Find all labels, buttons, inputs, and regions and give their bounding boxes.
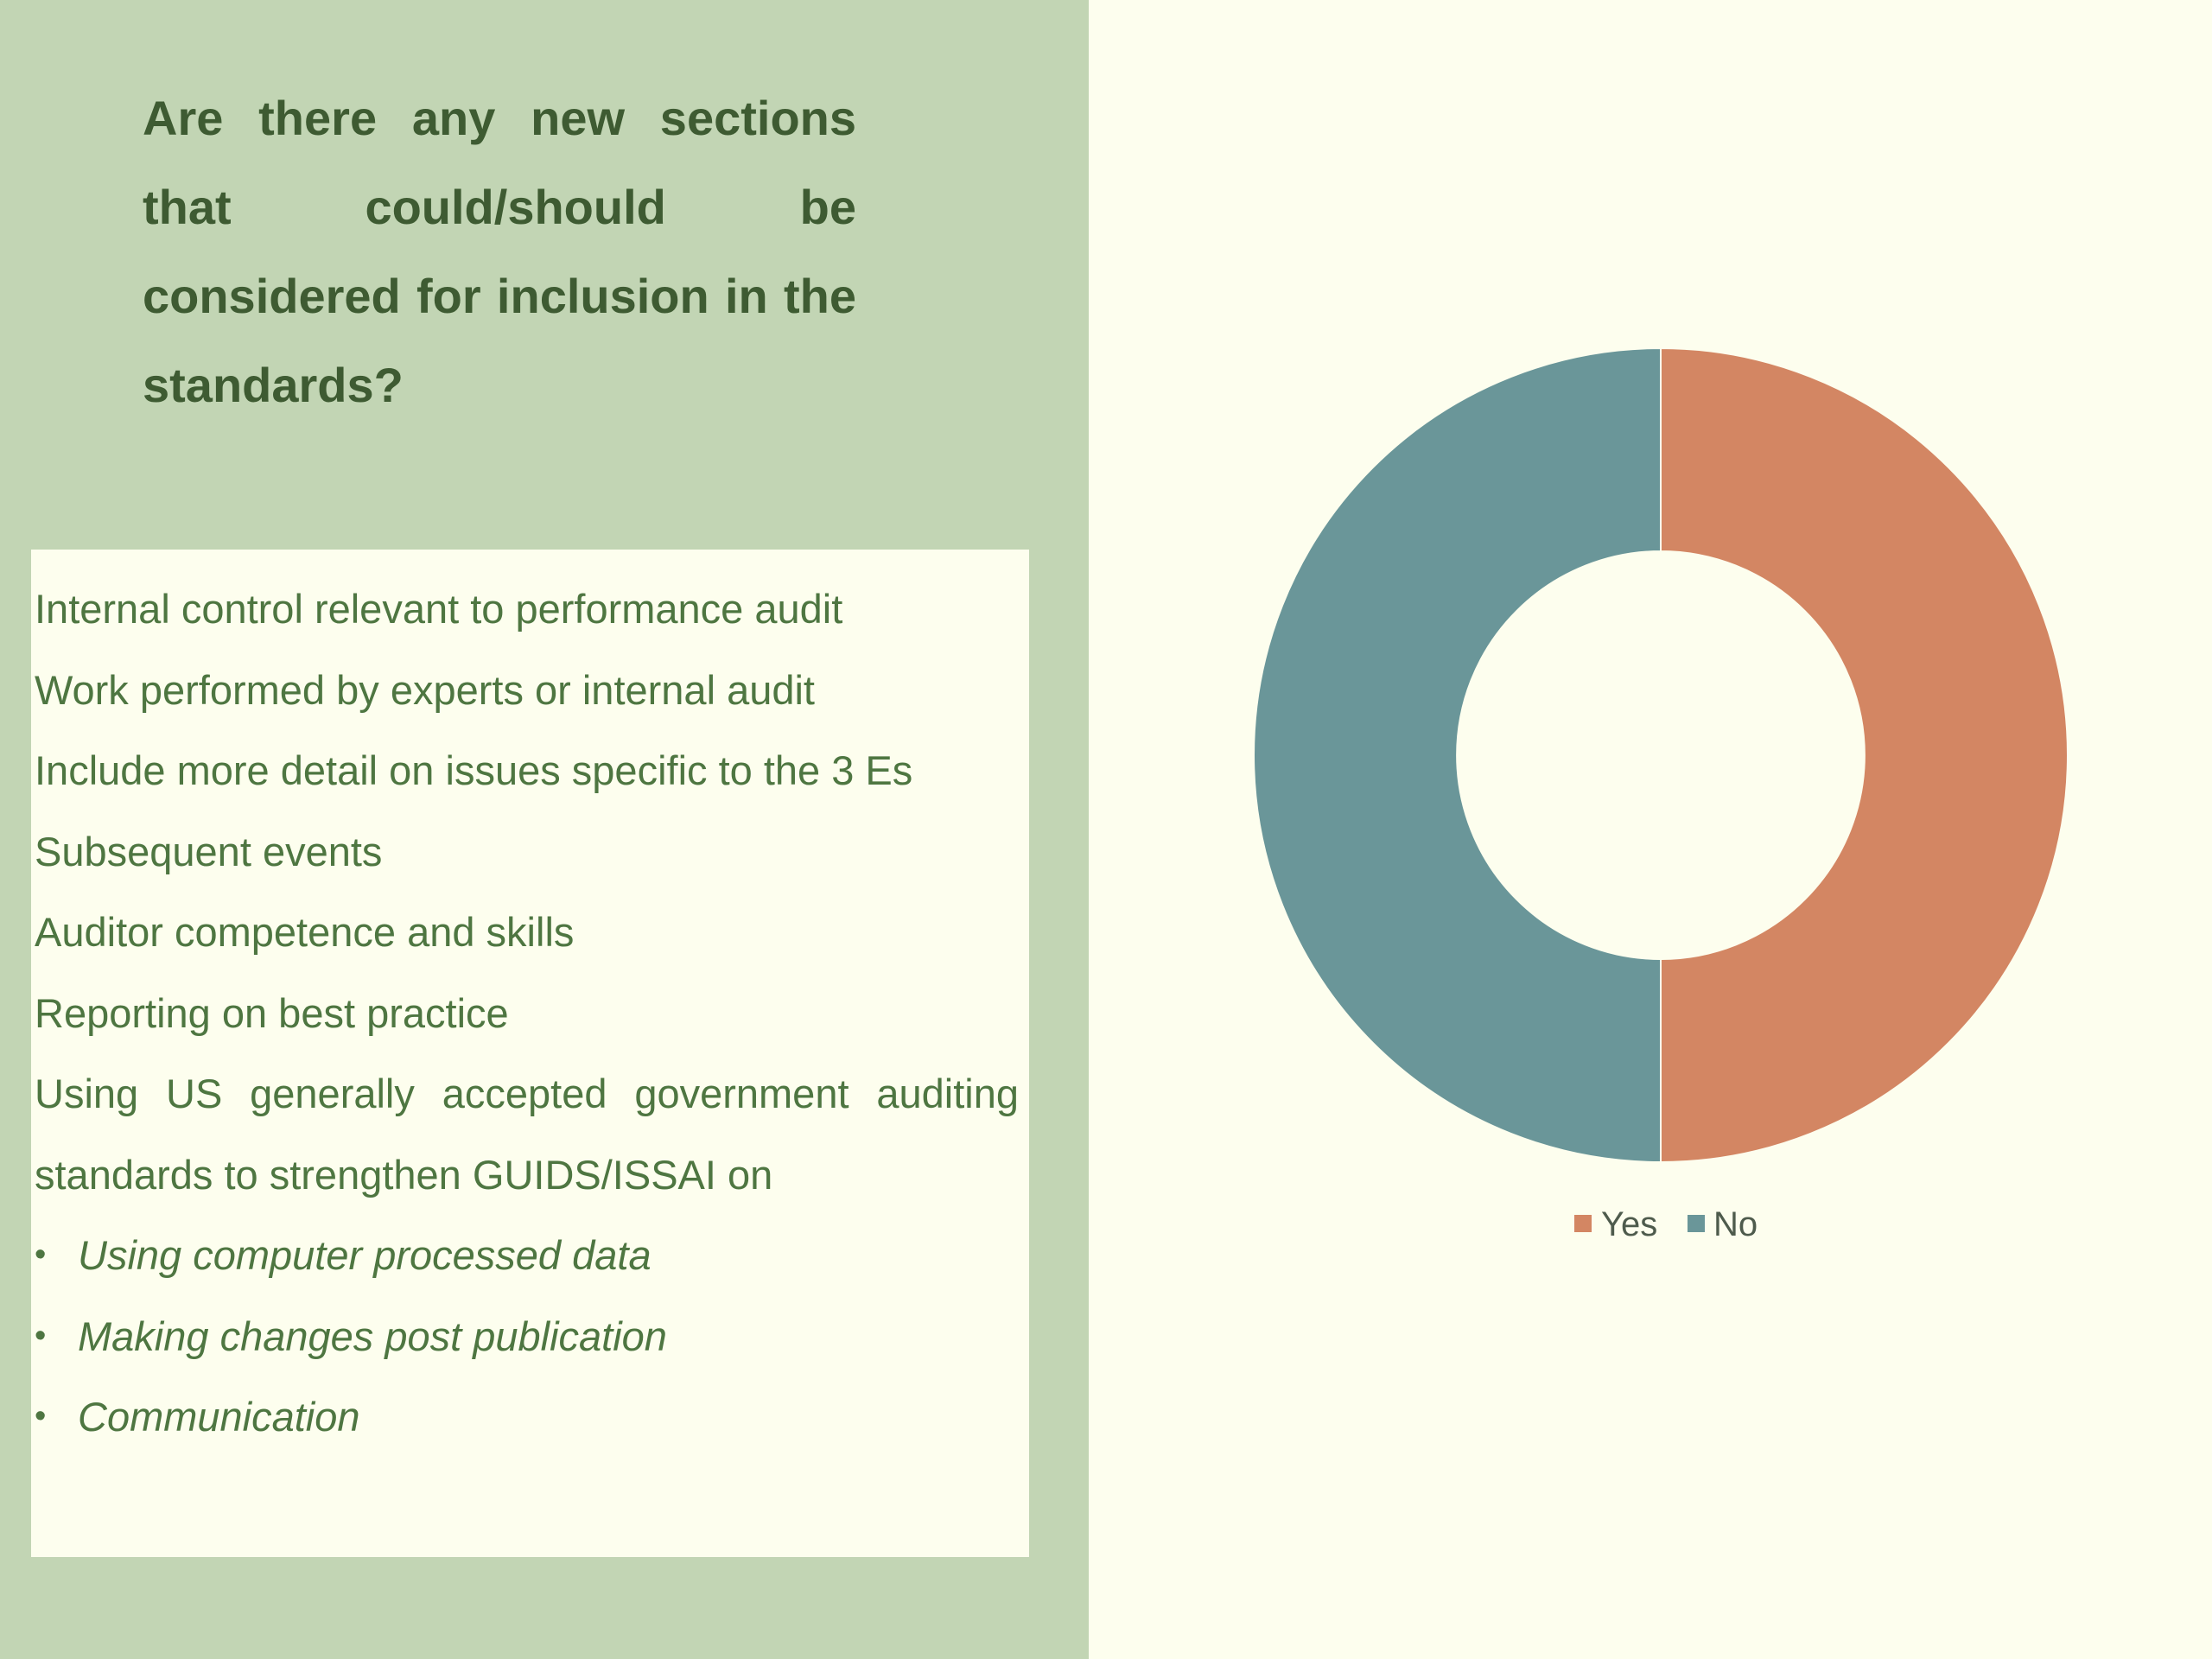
bullet-icon: • — [35, 1317, 47, 1354]
sub-answer-label: Making changes post publication — [78, 1313, 667, 1359]
legend-label-no: No — [1713, 1205, 1758, 1243]
sub-answer-item: • Using computer processed data — [35, 1215, 1019, 1296]
answer-item: Using US generally accepted government a… — [35, 1071, 1019, 1198]
sub-answer-list: • Using computer processed data • Making… — [35, 1215, 1019, 1458]
sub-answer-label: Using computer processed data — [78, 1232, 652, 1278]
sub-answer-label: Communication — [78, 1394, 360, 1440]
legend-swatch-yes — [1574, 1215, 1592, 1232]
answer-item: Internal control relevant to performance… — [35, 586, 843, 632]
answer-item: Reporting on best practice — [35, 989, 509, 1036]
answer-item: Work performed by experts or internal au… — [35, 666, 815, 713]
answer-item: Auditor competence and skills — [35, 909, 575, 955]
legend-label-yes: Yes — [1601, 1205, 1657, 1243]
donut-slice-yes — [1660, 346, 2069, 1164]
legend-swatch-no — [1688, 1215, 1705, 1232]
bullet-icon: • — [35, 1236, 47, 1273]
answer-box: Internal control relevant to performance… — [31, 550, 1029, 1557]
answer-item: Subsequent events — [35, 828, 383, 874]
answer-list: Internal control relevant to performance… — [35, 569, 1019, 1215]
answer-item: Include more detail on issues specific t… — [35, 747, 913, 793]
sub-answer-item: • Making changes post publication — [35, 1296, 1019, 1377]
question-heading: Are there any new sections that could/sh… — [143, 91, 856, 412]
sub-answer-item: • Communication — [35, 1376, 1019, 1458]
bullet-icon: • — [35, 1398, 47, 1434]
donut-slice-no — [1253, 346, 1662, 1164]
